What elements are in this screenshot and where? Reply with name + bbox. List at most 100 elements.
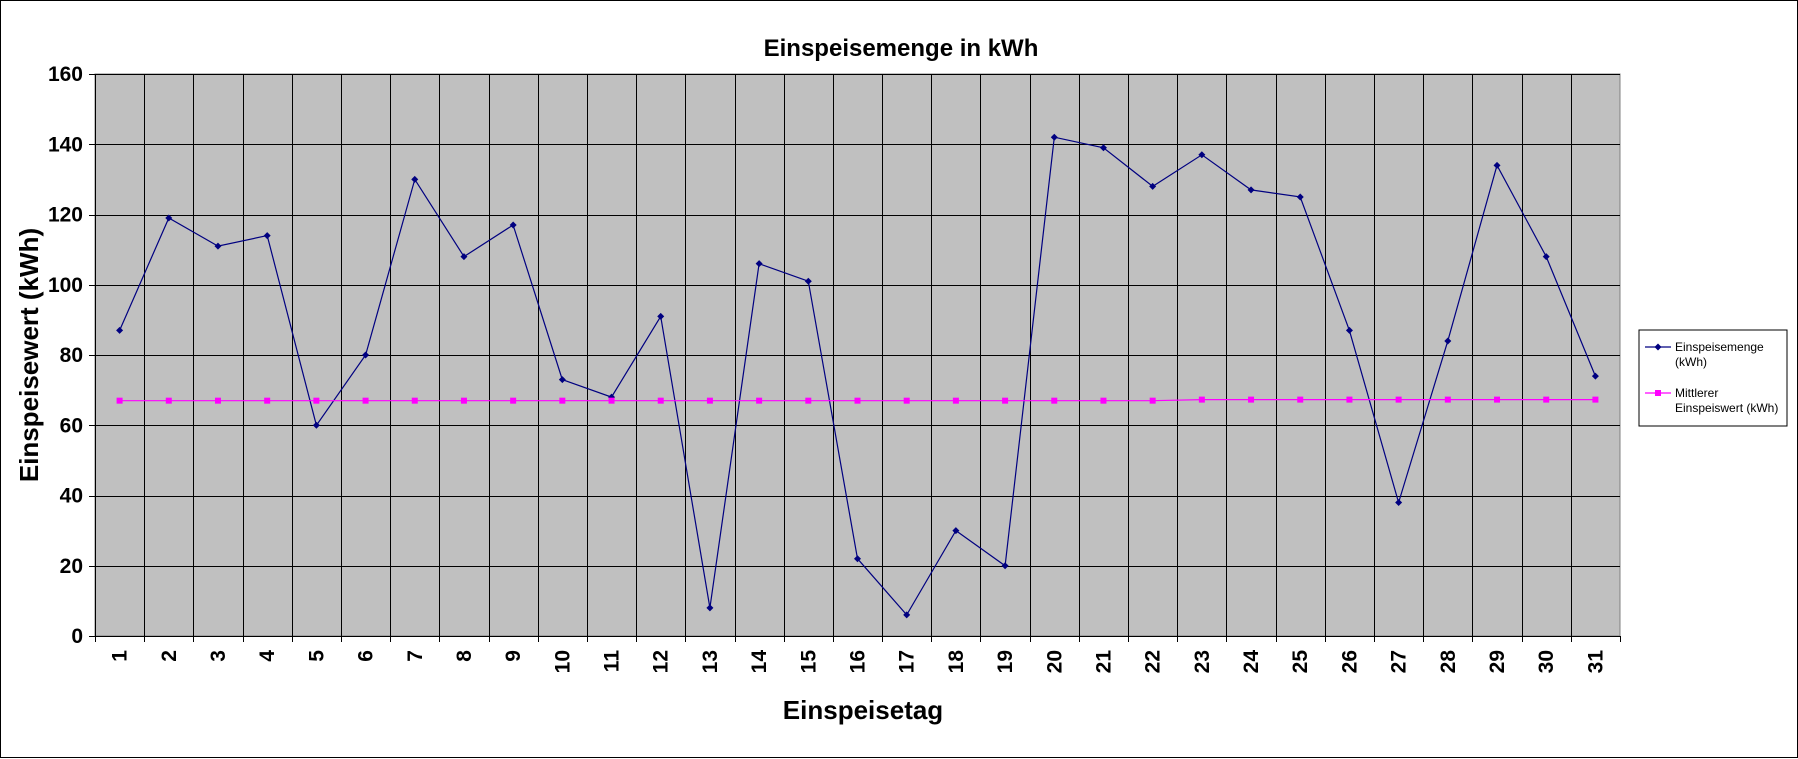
data-point (116, 326, 124, 334)
legend-label: Einspeisemenge (1675, 340, 1764, 354)
data-point (1198, 396, 1205, 403)
data-point (1494, 396, 1501, 403)
data-point (362, 351, 370, 359)
x-tick-label: 4 (256, 650, 279, 662)
data-point (1444, 337, 1452, 345)
x-tick-label: 30 (1535, 650, 1558, 673)
series-2 (116, 396, 1599, 404)
data-point (165, 214, 173, 222)
series-layer (116, 133, 1599, 619)
data-point (1296, 193, 1304, 201)
x-tick-label: 11 (601, 650, 624, 673)
legend-label: (kWh) (1675, 355, 1707, 369)
data-point (312, 421, 320, 429)
y-tick-label: 100 (48, 274, 83, 297)
y-tick-label: 120 (48, 204, 83, 227)
data-point (1051, 397, 1058, 404)
legend-box (1638, 329, 1788, 427)
data-point (460, 253, 468, 261)
data-point (1248, 396, 1255, 403)
x-tick-label: 19 (994, 650, 1017, 673)
data-point (214, 397, 221, 404)
data-point (263, 232, 271, 240)
data-point (1395, 396, 1402, 403)
legend-label: Mittlerer (1675, 386, 1718, 400)
data-point (264, 397, 271, 404)
y-tick-label: 40 (60, 485, 83, 508)
x-tick-label: 22 (1142, 650, 1165, 673)
x-tick-label: 1 (109, 650, 132, 662)
data-point (1444, 396, 1451, 403)
x-tick-label: 21 (1092, 650, 1115, 674)
data-point (903, 611, 911, 619)
data-point (608, 397, 615, 404)
x-tick-label: 6 (355, 650, 378, 662)
x-tick-label: 25 (1289, 650, 1312, 674)
data-point (854, 555, 861, 563)
x-tick-label: 7 (404, 650, 427, 662)
data-point (165, 397, 172, 404)
x-tick-label: 9 (502, 650, 525, 662)
data-point (1543, 396, 1550, 403)
x-tick-label: 12 (650, 650, 673, 673)
x-tick-label: 20 (1043, 650, 1066, 673)
x-tick-label: 31 (1584, 650, 1607, 674)
x-tick-label: 10 (551, 650, 574, 673)
legend: Einspeisemenge(kWh) MittlererEinspeiswert… (1638, 329, 1788, 427)
x-tick-label: 27 (1388, 650, 1411, 673)
x-tick-label: 17 (896, 650, 919, 673)
data-point (1591, 372, 1599, 380)
data-point (1100, 397, 1107, 404)
x-tick-label: 3 (207, 650, 230, 662)
x-tick-label: 29 (1486, 650, 1509, 673)
data-point (1001, 562, 1009, 570)
data-point (657, 312, 665, 320)
data-point (1297, 396, 1304, 403)
y-tick-label: 0 (71, 625, 83, 648)
x-tick-label: 2 (158, 650, 181, 662)
x-tick-label: 26 (1338, 650, 1361, 673)
x-axis-title: Einspeisetag (783, 695, 943, 725)
data-point (756, 397, 763, 404)
data-point (116, 397, 123, 404)
data-point (1149, 182, 1157, 190)
data-point (362, 397, 369, 404)
data-point (1149, 397, 1156, 404)
x-tick-label: 5 (305, 650, 328, 662)
y-axis-title: Einspeisewert (kWh) (14, 228, 44, 482)
data-point (1099, 144, 1107, 152)
axes (89, 74, 1621, 642)
legend-marker (1655, 390, 1661, 396)
data-point (804, 277, 812, 285)
y-tick-labels: 0 20 40 60 80 100 120 140 160 (48, 63, 83, 648)
data-point (559, 397, 566, 404)
y-tick-label: 20 (60, 555, 83, 578)
data-point (1592, 396, 1599, 403)
data-point (805, 397, 812, 404)
y-tick-label: 160 (48, 63, 83, 86)
data-point (1395, 499, 1403, 507)
data-point (952, 527, 960, 535)
data-point (706, 604, 714, 612)
data-point (214, 242, 222, 250)
x-tick-label: 24 (1240, 650, 1263, 674)
data-point (411, 397, 418, 404)
legend-label: Einspeiswert (kWh) (1675, 401, 1778, 415)
data-point (952, 397, 959, 404)
x-tick-label: 23 (1191, 650, 1214, 673)
data-point (1346, 396, 1353, 403)
x-tick-label: 18 (945, 650, 968, 674)
data-point (854, 397, 861, 404)
data-point (1493, 161, 1501, 169)
data-point (1542, 253, 1550, 261)
y-tick-label: 80 (60, 344, 83, 367)
data-point (706, 397, 713, 404)
x-tick-label: 28 (1437, 650, 1460, 674)
x-tick-labels: 1 2 3 4 5 6 7 8 9 10 11 12 13 14 15 16 17 18 19 20 21 22 23 24 2… (109, 650, 1608, 674)
chart-title: Einspeisemenge in kWh (764, 35, 1039, 62)
x-tick-label: 16 (847, 650, 870, 673)
legend-item-1: Einspeisemenge(kWh) (1645, 340, 1764, 369)
data-point (657, 397, 664, 404)
